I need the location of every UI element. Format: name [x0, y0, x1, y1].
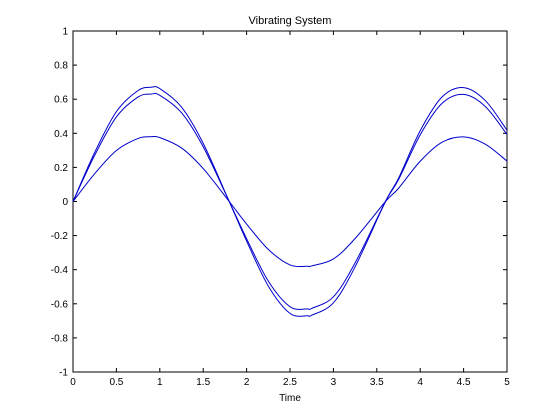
- x-tick-label: 1: [157, 377, 163, 388]
- x-tick-label: 2.5: [283, 377, 297, 388]
- x-axis-label: Time: [279, 393, 301, 404]
- y-tick-label: 1: [62, 27, 68, 38]
- x-tick-label: 3.5: [370, 377, 384, 388]
- series-line-3: [72, 135, 508, 268]
- series-layer: [72, 86, 508, 317]
- y-tick-label: 0.8: [54, 61, 68, 72]
- chart-title: Vibrating System: [249, 15, 332, 27]
- y-tick-label: 0.4: [54, 129, 68, 140]
- y-tick-label: -0.8: [51, 333, 69, 344]
- y-tick-label: 0: [62, 197, 68, 208]
- x-tick-label: 4: [417, 377, 423, 388]
- x-tick-label: 3: [331, 377, 337, 388]
- y-tick-label: 0.6: [54, 95, 68, 106]
- x-tick-label: 2: [244, 377, 250, 388]
- y-tick-label: -0.2: [51, 231, 69, 242]
- x-tick-label: 5: [504, 377, 510, 388]
- x-axis-ticks: 0 0.5 1 1.5 2 2.5 3 3.5 4 4.5 5: [70, 31, 510, 388]
- series-line-2: [72, 92, 508, 311]
- x-tick-label: 1.5: [196, 377, 210, 388]
- y-tick-label: -0.6: [51, 299, 69, 310]
- y-tick-label: -1: [59, 368, 68, 379]
- plot-area: [72, 30, 508, 373]
- y-tick-label: 0.2: [54, 163, 68, 174]
- x-tick-label: 0.5: [109, 377, 123, 388]
- x-tick-label: 4.5: [457, 377, 471, 388]
- y-tick-label: -0.4: [51, 265, 69, 276]
- y-axis-ticks: -1 -0.8 -0.6 -0.4 -0.2 0 0.2 0.4 0.6 0.8 1: [51, 27, 507, 379]
- series-line-1: [72, 86, 508, 317]
- x-tick-label: 0: [70, 377, 76, 388]
